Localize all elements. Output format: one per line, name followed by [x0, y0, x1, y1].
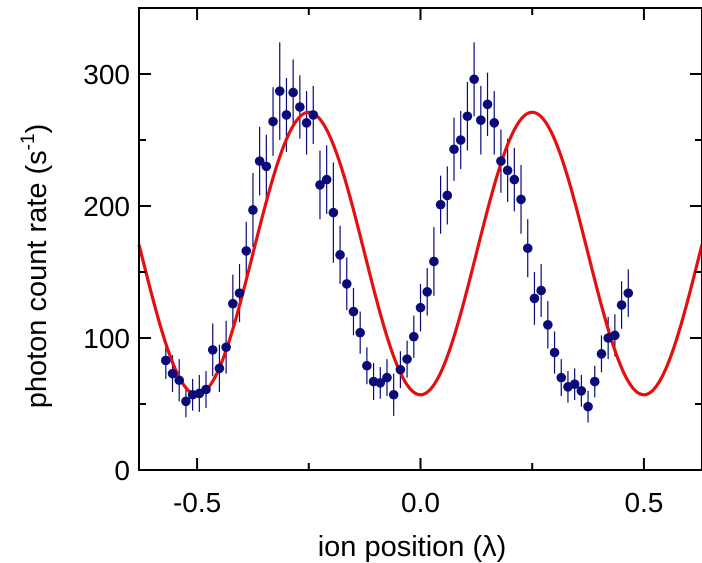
data-point [321, 174, 332, 185]
data-point [228, 298, 238, 309]
data-point [261, 161, 272, 172]
data-point [341, 279, 352, 289]
data-point [616, 300, 627, 310]
data-point [207, 345, 218, 355]
y-tick-label: 300 [83, 59, 130, 90]
data-point [395, 364, 406, 375]
data-point [174, 375, 185, 386]
data-point [476, 115, 486, 125]
data-point [308, 110, 319, 120]
fit-curve-group [137, 110, 702, 397]
data-point [496, 156, 506, 166]
data-point [335, 250, 345, 260]
data-point [221, 342, 231, 353]
y-axis-title-superscript: -1 [18, 133, 39, 150]
data-point [402, 354, 412, 364]
data-point [201, 384, 211, 395]
data-point [589, 376, 600, 387]
data-points [161, 74, 634, 412]
tick-labels: -0.5 0.0 0.5 0 100 200 300 [83, 59, 663, 518]
data-point [482, 99, 493, 110]
data-point [556, 372, 567, 383]
plot-frame [138, 7, 702, 471]
data-point [295, 102, 305, 112]
data-point [596, 349, 607, 359]
data-point [328, 207, 339, 218]
data-point [315, 180, 325, 190]
data-point [442, 190, 453, 201]
data-point [516, 194, 526, 205]
data-point [248, 205, 258, 215]
data-point [388, 389, 399, 400]
data-point [583, 401, 593, 412]
data-point [382, 372, 392, 383]
data-point [502, 165, 513, 176]
x-tick-label: -0.5 [173, 487, 221, 518]
data-point [254, 156, 265, 166]
y-tick-label: 0 [114, 455, 130, 486]
data-point [422, 287, 433, 297]
y-axis-title-main: photon count rate (s [21, 150, 53, 408]
x-axis-title: ion position (λ) [318, 531, 507, 563]
data-point [241, 246, 252, 256]
fit-curve [137, 110, 702, 397]
data-point [549, 347, 560, 358]
data-point [288, 87, 298, 98]
data-point [462, 111, 473, 122]
data-point [509, 174, 520, 185]
data-point [167, 368, 178, 379]
data-point [415, 302, 426, 313]
y-tick-label: 100 [83, 323, 130, 354]
data-point [301, 118, 312, 128]
data-point [355, 327, 365, 338]
data-point [429, 256, 439, 267]
data-point [623, 288, 634, 298]
data-point [214, 363, 225, 374]
data-point [181, 396, 191, 407]
data-point [576, 386, 587, 396]
y-axis-title-close: ) [21, 124, 53, 134]
data-point [536, 285, 546, 296]
axis-ticks [139, 8, 702, 471]
data-point [449, 144, 459, 155]
data-point [348, 306, 359, 317]
data-point [408, 331, 419, 342]
data-point [543, 320, 553, 330]
data-point [274, 86, 285, 96]
data-point [281, 110, 292, 120]
data-point [268, 116, 278, 127]
data-point [529, 293, 540, 304]
x-tick-label: 0.0 [401, 487, 440, 518]
y-axis-title: photon count rate (s-1) [18, 124, 53, 409]
data-point [234, 288, 245, 298]
data-point [569, 379, 580, 390]
data-point [362, 360, 372, 371]
data-point [469, 74, 479, 85]
data-point [375, 378, 386, 388]
data-point [522, 243, 533, 254]
data-point [161, 355, 171, 366]
y-tick-label: 200 [83, 191, 130, 222]
x-tick-label: 0.5 [624, 487, 663, 518]
data-point [489, 118, 500, 128]
data-point [435, 199, 446, 210]
data-point [610, 330, 620, 341]
data-point [455, 135, 466, 145]
